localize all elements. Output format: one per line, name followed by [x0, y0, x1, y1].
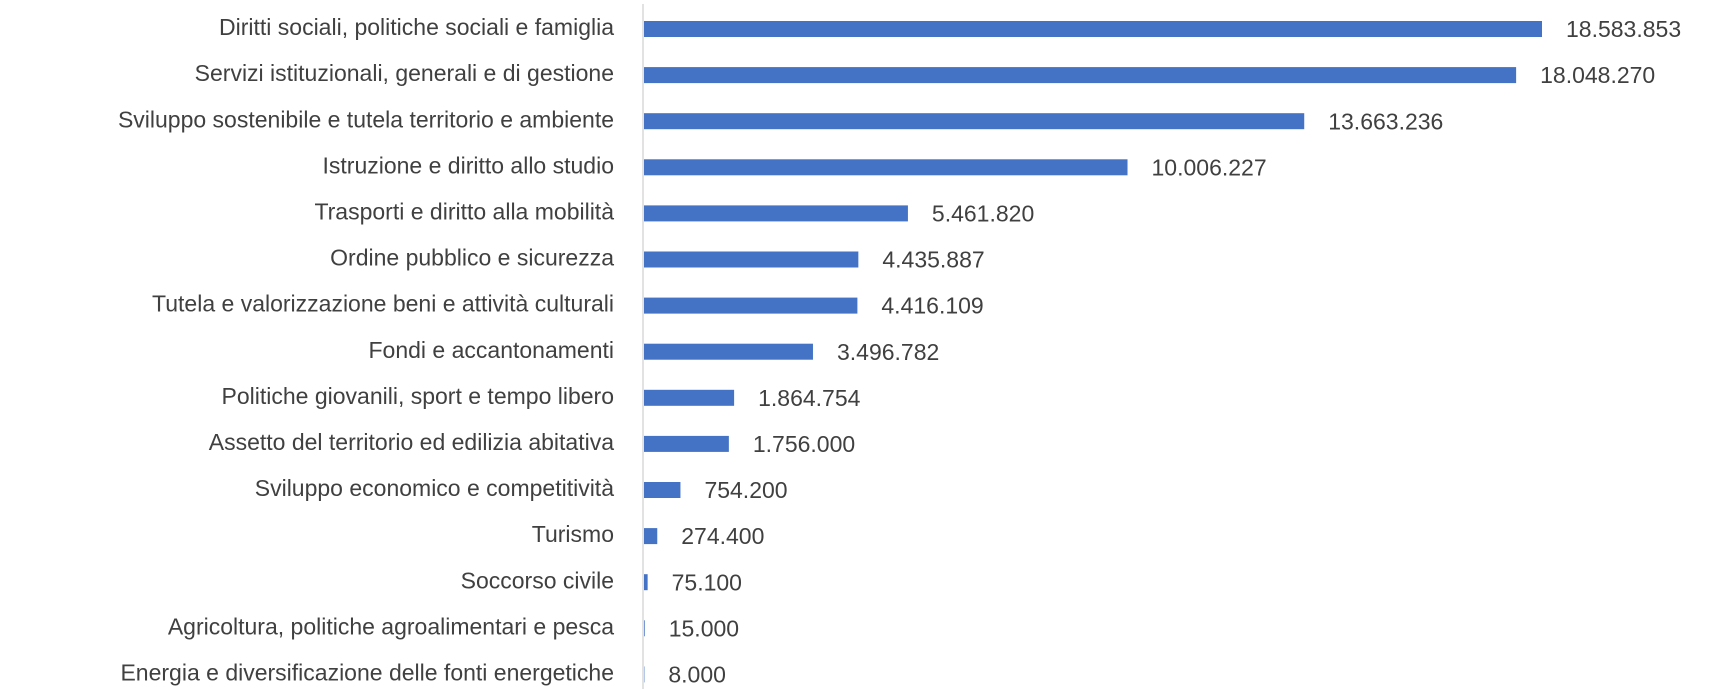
bar	[644, 528, 658, 545]
category-label: Soccorso civile	[461, 567, 614, 593]
value-label: 15.000	[669, 615, 739, 641]
value-label: 8.000	[668, 661, 726, 687]
bar	[644, 343, 813, 360]
value-label: 1.756.000	[753, 431, 855, 457]
category-label: Trasporti e diritto alla mobilità	[314, 198, 614, 224]
value-label: 5.461.820	[932, 200, 1034, 226]
bar	[644, 482, 681, 498]
bar	[644, 251, 859, 268]
category-label: Diritti sociali, politiche sociali e fam…	[219, 14, 614, 40]
bar	[644, 435, 729, 452]
bar	[644, 574, 648, 591]
value-label: 754.200	[704, 477, 787, 503]
value-label: 18.583.853	[1566, 16, 1681, 42]
value-label: 4.416.109	[881, 293, 983, 319]
bar	[644, 67, 1517, 84]
category-label: Sviluppo economico e competitività	[255, 475, 614, 501]
category-label: Agricoltura, politiche agroalimentari e …	[168, 613, 614, 639]
category-label: Ordine pubblico e sicurezza	[330, 245, 614, 271]
value-label: 3.496.782	[837, 339, 939, 365]
bar	[644, 297, 858, 314]
category-label: Istruzione e diritto allo studio	[323, 152, 615, 178]
bar	[644, 620, 645, 637]
value-label: 4.435.887	[882, 247, 984, 273]
category-label: Tutela e valorizzazione beni e attività …	[152, 291, 614, 317]
category-label: Energia e diversificazione delle fonti e…	[120, 659, 614, 685]
category-label: Assetto del territorio ed edilizia abita…	[209, 429, 614, 455]
value-label: 1.864.754	[758, 385, 861, 411]
value-label: 75.100	[672, 569, 742, 595]
value-label: 274.400	[681, 523, 764, 549]
value-label: 18.048.270	[1540, 62, 1655, 88]
value-label: 10.006.227	[1152, 154, 1267, 180]
category-label: Fondi e accantonamenti	[369, 337, 615, 363]
bar	[644, 21, 1542, 37]
bar	[644, 205, 908, 222]
bar	[644, 113, 1305, 130]
bar	[644, 389, 735, 406]
category-label: Servizi istituzionali, generali e di ges…	[195, 60, 614, 86]
category-label: Turismo	[532, 521, 614, 547]
value-label: 13.663.236	[1328, 108, 1443, 134]
category-label: Sviluppo sostenibile e tutela territorio…	[118, 106, 614, 132]
bar	[644, 159, 1128, 176]
category-label: Politiche giovanili, sport e tempo liber…	[222, 383, 614, 409]
